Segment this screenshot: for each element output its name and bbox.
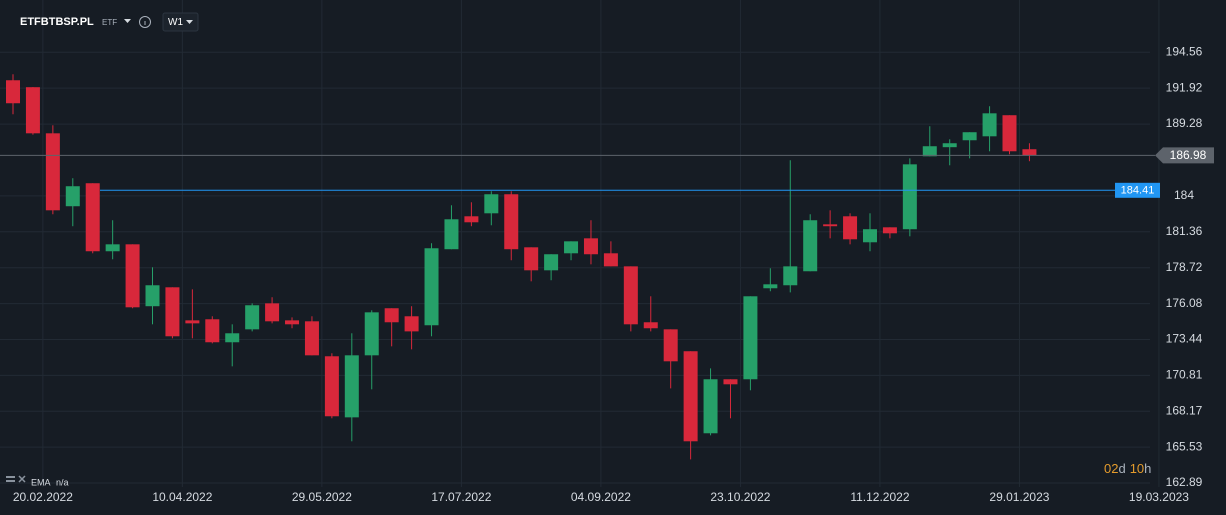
candle-body — [464, 216, 479, 223]
candle-body — [45, 133, 60, 211]
candle-body — [484, 194, 499, 214]
countdown-hours-unit: h — [1144, 461, 1151, 476]
x-tick-label: 10.04.2022 — [152, 490, 212, 504]
y-tick-label: 165.53 — [1166, 439, 1203, 453]
y-tick-label: 194.56 — [1166, 44, 1203, 58]
candle-body — [583, 238, 598, 255]
y-tick-label: 181.36 — [1166, 224, 1203, 238]
countdown-days-unit: d — [1118, 461, 1125, 476]
candle-body — [185, 320, 200, 324]
alert-label-box — [1115, 182, 1160, 198]
candle-body — [6, 80, 20, 104]
candle-body — [65, 186, 80, 207]
price-label: 186.98 — [1170, 148, 1207, 162]
candle-body — [285, 320, 300, 325]
candle-body — [265, 303, 280, 322]
candle-body — [145, 285, 160, 307]
interval-selector[interactable] — [162, 12, 199, 32]
price-label-box — [1155, 147, 1214, 164]
countdown-days: 02 — [1104, 461, 1118, 476]
type-dropdown-arrow[interactable] — [124, 19, 131, 23]
indicator-icon[interactable] — [6, 476, 15, 478]
candle-body — [743, 296, 758, 380]
candle-body — [105, 244, 120, 252]
candle-body — [245, 305, 260, 330]
candle-body — [902, 164, 917, 230]
x-tick-label: 29.01.2023 — [989, 490, 1049, 504]
candle-body — [364, 312, 379, 356]
candle-body — [683, 351, 698, 442]
candle-body — [723, 379, 738, 385]
indicator-icon — [6, 480, 15, 482]
candle-body — [922, 146, 937, 157]
candle-body — [862, 229, 877, 243]
candle-body — [663, 329, 678, 362]
alert-label: 184.41 — [1121, 185, 1155, 197]
candles — [6, 74, 1037, 460]
interval[interactable]: W1 — [168, 17, 183, 28]
candle-body — [85, 183, 100, 252]
countdown-hours: 10 — [1130, 461, 1144, 476]
candle-body — [1022, 149, 1037, 156]
y-tick-label: 170.81 — [1166, 367, 1203, 381]
candle-body — [404, 316, 419, 332]
y-tick-label: 184 — [1174, 188, 1194, 202]
candle-body — [324, 356, 339, 417]
y-tick-label: 162.89 — [1166, 475, 1203, 489]
y-tick-label: 173.44 — [1166, 332, 1203, 346]
candle-body — [823, 224, 838, 227]
x-tick-label: 11.12.2022 — [850, 490, 909, 504]
candle-body — [763, 284, 778, 289]
candle-body — [444, 219, 459, 250]
candle-body — [344, 355, 359, 418]
candle-body — [603, 253, 618, 267]
candle-body — [783, 266, 798, 286]
x-tick-label: 23.10.2022 — [710, 490, 770, 504]
x-tick-label: 19.03.2023 — [1129, 490, 1189, 504]
candle-body — [1002, 115, 1017, 152]
candle-body — [544, 254, 559, 271]
countdown: 02d 10h — [1104, 461, 1151, 476]
candle-body — [524, 247, 539, 271]
candle-body — [942, 143, 957, 148]
grid — [0, 0, 1160, 487]
y-tick-label: 168.17 — [1166, 403, 1203, 417]
y-tick-label: 178.72 — [1166, 260, 1203, 274]
candle-body — [643, 322, 658, 329]
candle-body — [982, 113, 997, 137]
y-tick-label: 176.08 — [1166, 296, 1203, 310]
indicator-name: EMA — [31, 477, 51, 487]
candle-body — [843, 216, 858, 240]
interval-dropdown-arrow[interactable] — [186, 20, 193, 24]
y-tick-label: 189.28 — [1166, 116, 1203, 130]
indicator-remove[interactable] — [18, 475, 26, 483]
candle-body — [304, 321, 319, 356]
candle-body — [165, 287, 180, 337]
candle-body — [504, 194, 519, 250]
candle-body — [564, 241, 579, 254]
candle-body — [962, 132, 977, 141]
candle-body — [25, 87, 40, 134]
x-tick-label: 29.05.2022 — [292, 490, 352, 504]
x-tick-label: 20.02.2022 — [13, 490, 73, 504]
candle-body — [384, 308, 399, 323]
candle-body — [623, 266, 638, 325]
candle-body — [424, 248, 439, 326]
x-tick-label: 04.09.2022 — [571, 490, 631, 504]
candle-body — [225, 333, 240, 343]
x-tick-label: 17.07.2022 — [431, 490, 491, 504]
symbol[interactable]: ETFBTBSP.PL — [20, 16, 94, 28]
info-icon[interactable] — [139, 16, 151, 28]
indicator-value: n/a — [56, 477, 69, 487]
instrument-type: ETF — [102, 18, 117, 27]
candle-body — [803, 220, 818, 272]
candle-body — [205, 319, 220, 343]
y-tick-label: 191.92 — [1166, 80, 1203, 94]
candle-body — [125, 244, 140, 308]
candle-body — [882, 227, 897, 234]
candle-body — [703, 379, 718, 434]
